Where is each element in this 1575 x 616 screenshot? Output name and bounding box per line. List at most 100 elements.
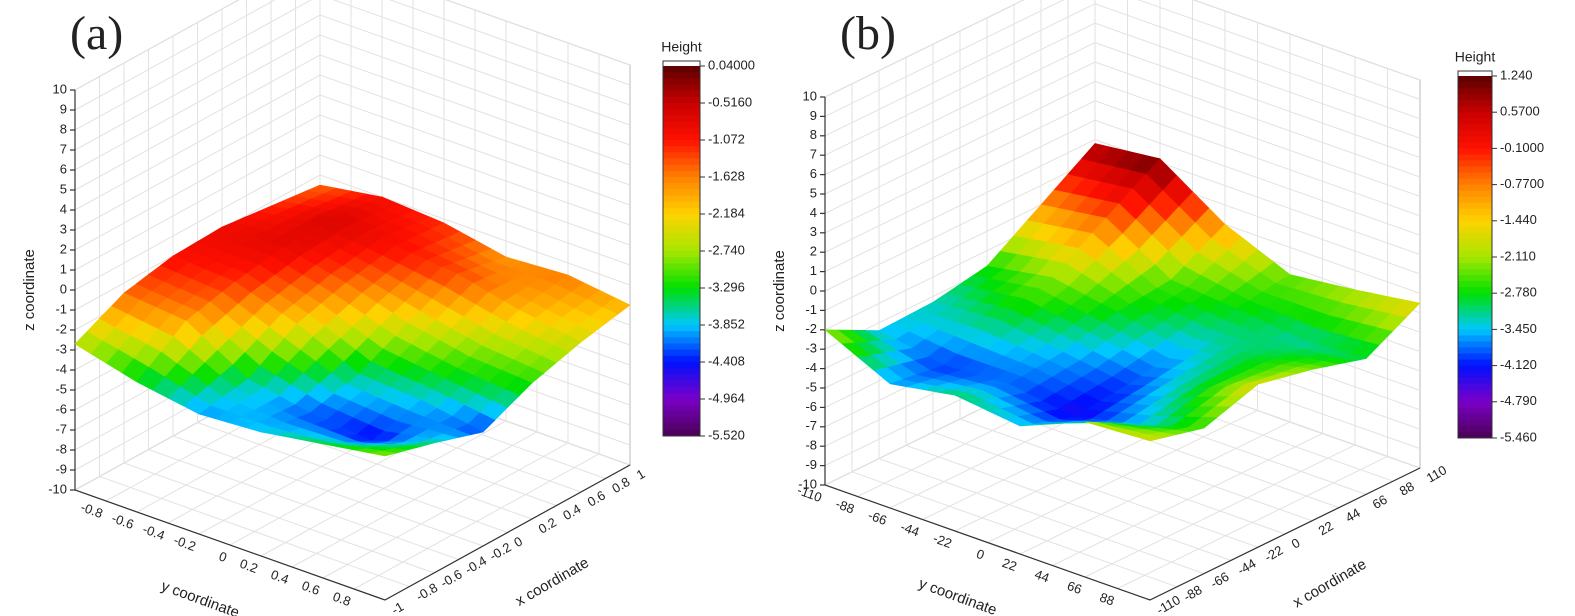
colorbar-strip bbox=[1458, 281, 1492, 288]
colorbar-strip bbox=[1458, 311, 1492, 318]
z-tick-label: 2 bbox=[810, 244, 817, 259]
z-tick-label: -10 bbox=[48, 481, 67, 496]
surface-cell bbox=[1127, 348, 1248, 389]
surface-facet bbox=[173, 320, 202, 350]
y-grid-line bbox=[322, 43, 569, 579]
z-tick-label: -8 bbox=[805, 438, 817, 453]
z-tick-label: 0 bbox=[810, 282, 817, 297]
surface-cell bbox=[1138, 383, 1259, 429]
x-tick-label: 66 bbox=[1370, 492, 1390, 512]
colorbar-strip bbox=[1458, 341, 1492, 348]
y-tick-label: 66 bbox=[1065, 578, 1084, 597]
colorbar-strip bbox=[663, 263, 700, 270]
z-tick-label: -6 bbox=[805, 399, 817, 414]
x-tick-label: 110 bbox=[1424, 462, 1449, 485]
colorbar-strip bbox=[663, 78, 700, 85]
colorbar-strip bbox=[663, 399, 700, 406]
colorbar-strip bbox=[1458, 112, 1492, 119]
y-tick-label: 0.2 bbox=[238, 556, 260, 576]
colorbar-strip bbox=[663, 146, 700, 153]
colorbar-strip bbox=[663, 423, 700, 431]
colorbar-strip bbox=[1458, 184, 1492, 192]
colorbar-strip bbox=[1458, 172, 1492, 180]
surface-facet bbox=[306, 184, 337, 194]
colorbar-strip bbox=[1458, 166, 1492, 174]
z-tick-label: 2 bbox=[60, 241, 67, 256]
x-tick-label: 88 bbox=[1397, 479, 1417, 499]
x-tick-label: -0.6 bbox=[438, 566, 465, 590]
colorbar-strip bbox=[1458, 244, 1492, 252]
colorbar-strip bbox=[663, 355, 700, 363]
surface-facet bbox=[444, 273, 473, 296]
y-grid-line bbox=[1117, 68, 1388, 589]
surface-facet bbox=[492, 256, 523, 268]
colorbar-strip bbox=[1458, 365, 1492, 373]
colorbar-strip bbox=[1458, 76, 1492, 83]
x-tick-label: 44 bbox=[1343, 505, 1363, 525]
colorbar-strip bbox=[663, 127, 700, 135]
surface-facet bbox=[1286, 339, 1319, 350]
z-tick-label: 4 bbox=[60, 201, 67, 216]
colorbar-strip bbox=[663, 133, 700, 141]
colorbar-strip bbox=[663, 66, 700, 73]
colorbar-strip bbox=[1458, 425, 1492, 433]
surface-cell bbox=[198, 378, 311, 433]
colorbar-strip bbox=[1458, 359, 1492, 367]
surface-facet bbox=[983, 319, 1015, 339]
x-tick-label: 0 bbox=[511, 533, 525, 550]
colorbar-tick-label: -5.460 bbox=[1500, 429, 1537, 444]
surface-facet bbox=[395, 322, 424, 345]
z-tick-label: -3 bbox=[805, 341, 817, 356]
colorbar-tick-label: 0.5700 bbox=[1500, 104, 1540, 119]
z-tick-label: 8 bbox=[60, 121, 67, 136]
surface-cell bbox=[1084, 421, 1205, 442]
surface-chart: -10-9-8-7-6-5-4-3-2-1012345678910-110-88… bbox=[771, 0, 1544, 616]
y-tick-label: 88 bbox=[1098, 590, 1117, 609]
colorbar-strip bbox=[663, 72, 700, 79]
colorbar-strip bbox=[663, 244, 700, 252]
colorbar-strip bbox=[1458, 419, 1492, 427]
surface-facet bbox=[457, 356, 487, 375]
z-tick-label: 0 bbox=[60, 281, 67, 296]
surface-cell bbox=[932, 265, 1053, 320]
colorbar-strip bbox=[1458, 257, 1492, 264]
z-tick-label: 5 bbox=[810, 185, 817, 200]
surface-cell bbox=[123, 255, 236, 322]
colorbar-strip bbox=[1458, 263, 1492, 270]
z-tick-label: 9 bbox=[810, 108, 817, 123]
colorbar-strip bbox=[663, 392, 700, 400]
z-tick-label: 3 bbox=[810, 224, 817, 239]
colorbar-strip bbox=[663, 115, 700, 122]
y-tick-label: -0.8 bbox=[79, 499, 105, 521]
colorbar-tick-label: -4.120 bbox=[1500, 357, 1537, 372]
z-tick-label: 7 bbox=[60, 141, 67, 156]
colorbar-strip bbox=[1458, 226, 1492, 234]
colorbar-strip bbox=[1458, 329, 1492, 336]
z-grid-line bbox=[74, 0, 631, 111]
surface-facet bbox=[1026, 204, 1058, 224]
surface-cell bbox=[1116, 279, 1237, 350]
colorbar-strip bbox=[1458, 250, 1492, 258]
z-tick-label: 6 bbox=[60, 161, 67, 176]
z-tick-label: 1 bbox=[810, 263, 817, 278]
surface-cell bbox=[1181, 308, 1302, 361]
surface-cell bbox=[358, 322, 471, 401]
y-tick-label: -66 bbox=[866, 508, 889, 529]
colorbar-strip bbox=[663, 158, 700, 166]
colorbar-strip bbox=[663, 121, 700, 129]
y-tick-label: 0.6 bbox=[300, 578, 322, 598]
surface-facet bbox=[284, 323, 313, 350]
z-axis-title: z coordinate bbox=[21, 249, 38, 331]
surface-facet bbox=[1037, 277, 1069, 297]
z-tick-label: 6 bbox=[810, 166, 817, 181]
z-tick-label: -3 bbox=[55, 341, 67, 356]
colorbar-strip bbox=[1458, 347, 1492, 355]
x-grid-line bbox=[99, 76, 410, 587]
colorbar-strip bbox=[663, 331, 700, 338]
panel-label: (b) bbox=[840, 7, 896, 60]
surface-cell bbox=[954, 383, 1075, 427]
z-tick-label: 5 bbox=[60, 181, 67, 196]
y-tick-label: -0.6 bbox=[110, 510, 136, 532]
colorbar-tick-label: -0.1000 bbox=[1500, 140, 1544, 155]
colorbar-strip bbox=[1458, 395, 1492, 403]
